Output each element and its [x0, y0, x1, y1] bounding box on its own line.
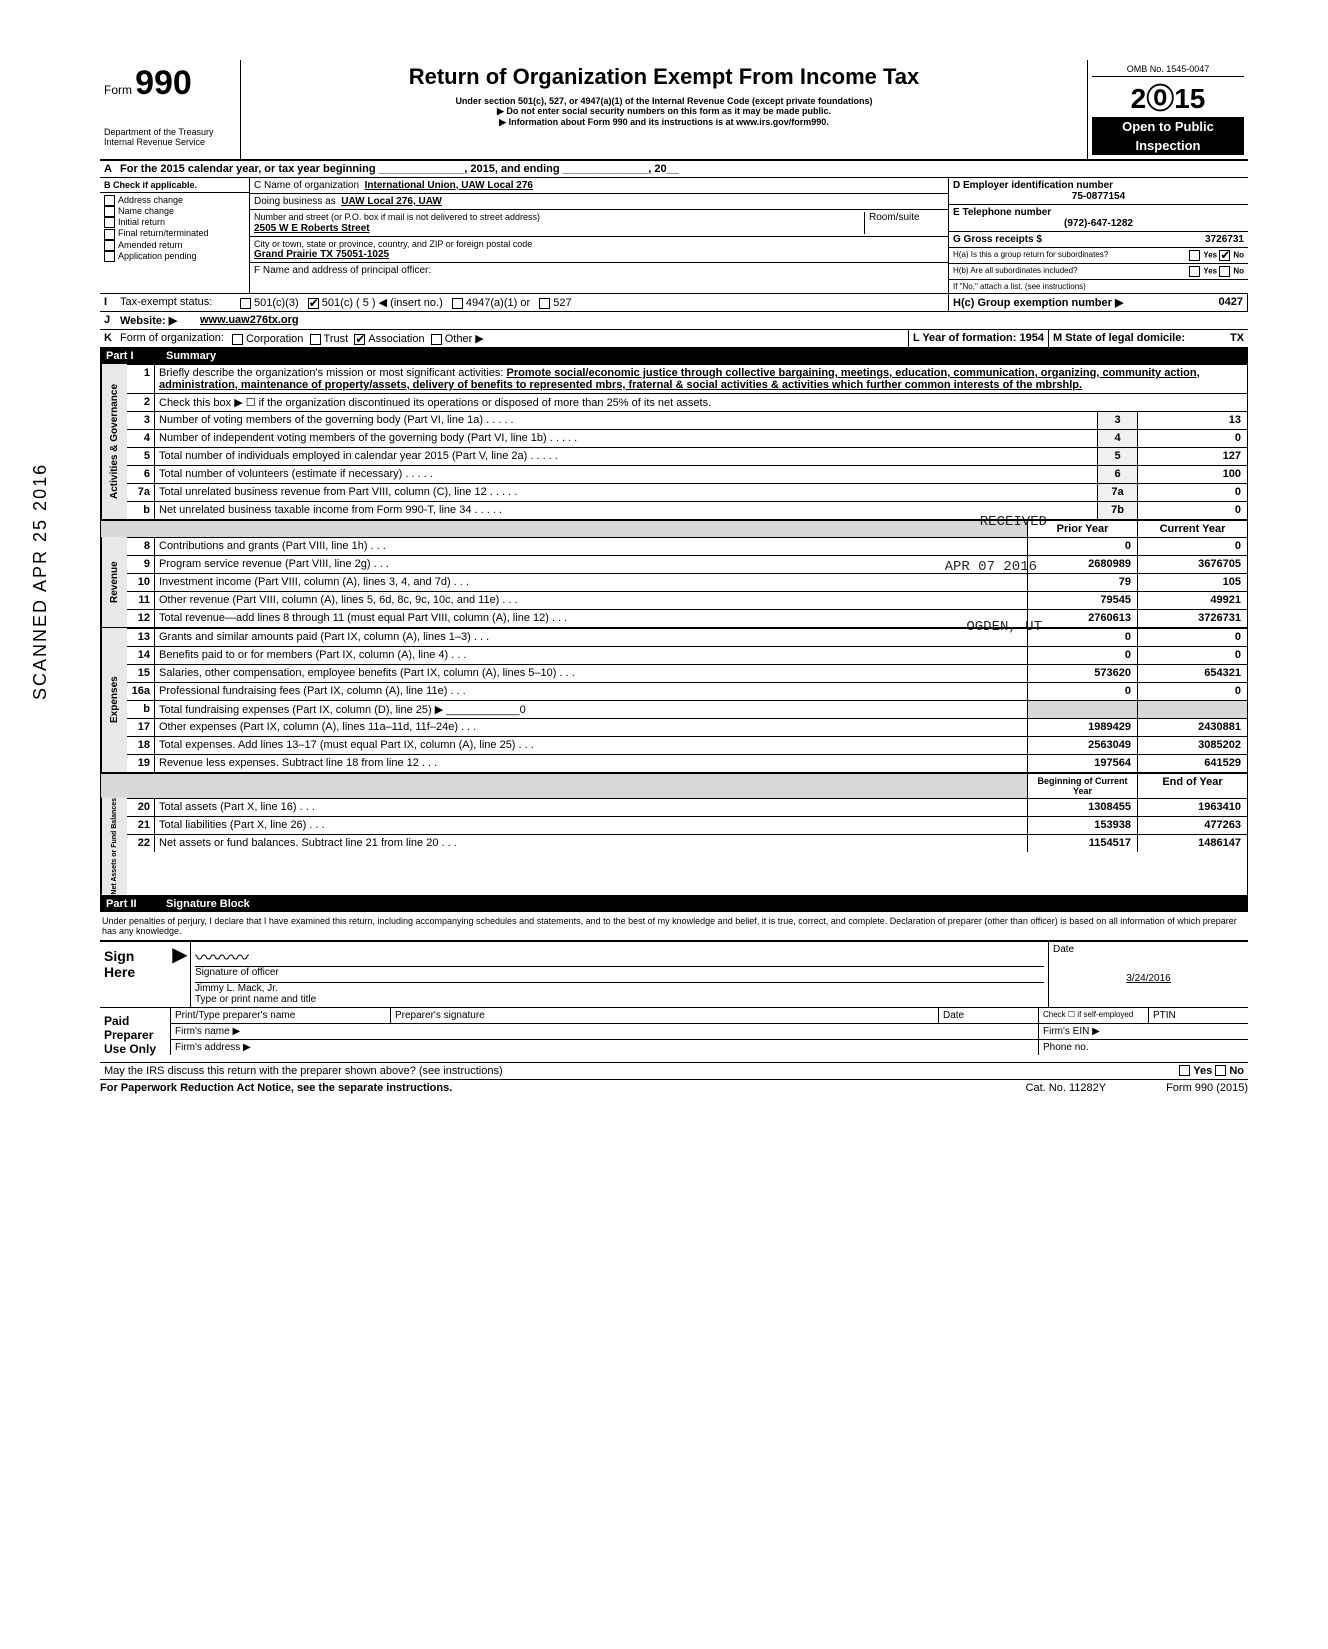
- section-b-checks: B Check if applicable. Address change Na…: [100, 178, 250, 293]
- firm-address: Firm's address ▶: [170, 1040, 1038, 1055]
- line-a: A For the 2015 calendar year, or tax yea…: [100, 161, 1248, 178]
- na-side-label: Net Assets or Fund Balances: [101, 798, 127, 895]
- name-title-label: Type or print name and title: [195, 994, 1044, 1005]
- subtitle-1: Under section 501(c), 527, or 4947(a)(1)…: [249, 96, 1079, 106]
- part-1-header: Part ISummary: [100, 348, 1248, 364]
- self-employed-col: Check ☐ if self-employed: [1038, 1008, 1148, 1023]
- hb-note: If "No," attach a list. (see instruction…: [949, 280, 1248, 293]
- signature-line[interactable]: 〰〰〰: [195, 944, 1044, 966]
- c-label: C Name of organization: [254, 180, 359, 191]
- street-address: 2505 W E Roberts Street: [254, 223, 370, 234]
- irs-line: Internal Revenue Service: [104, 137, 236, 147]
- state-domicile-label: M State of legal domicile:: [1053, 332, 1185, 344]
- apr-stamp: APR 07 2016: [945, 559, 1037, 575]
- firm-phone: Phone no.: [1038, 1040, 1248, 1055]
- firm-name: Firm's name ▶: [170, 1024, 1038, 1039]
- gross-label: G Gross receipts $: [953, 234, 1042, 245]
- sig-officer-label: Signature of officer: [195, 966, 1044, 978]
- cat-no: Cat. No. 11282Y: [1026, 1082, 1107, 1094]
- paperwork-notice: For Paperwork Reduction Act Notice, see …: [100, 1082, 452, 1094]
- phone-label: E Telephone number: [953, 207, 1244, 218]
- ein-label: D Employer identification number: [953, 180, 1244, 191]
- chk-amended[interactable]: Amended return: [104, 240, 245, 251]
- form-header: Form 990 Department of the Treasury Inte…: [100, 60, 1248, 161]
- end-year-hdr: End of Year: [1137, 774, 1247, 798]
- hc-value: 0427: [1219, 296, 1243, 308]
- chk-initial-return[interactable]: Initial return: [104, 217, 245, 228]
- principal-officer: F Name and address of principal officer:: [250, 263, 948, 291]
- hc-label: H(c) Group exemption number ▶: [953, 297, 1123, 309]
- part-2-header: Part IISignature Block: [100, 896, 1248, 912]
- ein-value: 75-0877154: [953, 191, 1244, 202]
- firm-ein: Firm's EIN ▶: [1038, 1024, 1248, 1039]
- open-public: Open to Public: [1092, 117, 1244, 136]
- chk-name-change[interactable]: Name change: [104, 206, 245, 217]
- website-value: www.uaw276tx.org: [196, 312, 1248, 329]
- form-org-options: Corporation Trust Association Other ▶: [228, 330, 908, 347]
- subtitle-2: ▶ Do not enter social security numbers o…: [249, 106, 1079, 117]
- preparer-date-col: Date: [938, 1008, 1038, 1023]
- exp-side-label: Expenses: [101, 628, 127, 772]
- ha-label: H(a) Is this a group return for subordin…: [953, 250, 1108, 261]
- room-suite: Room/suite: [864, 212, 944, 234]
- officer-name: Jimmy L. Mack, Jr.: [195, 983, 278, 994]
- tax-year: 2⓪201515: [1092, 77, 1244, 117]
- preparer-name-col: Print/Type preparer's name: [170, 1008, 390, 1023]
- date-label: Date: [1053, 944, 1244, 955]
- state-domicile: TX: [1230, 332, 1244, 344]
- sign-date: 3/24/2016: [1053, 973, 1244, 984]
- ogden-stamp: OGDEN, UT: [966, 619, 1042, 635]
- year-formation-label: L Year of formation:: [913, 332, 1017, 344]
- dept-treasury: Department of the Treasury: [104, 127, 236, 137]
- form-org-label: Form of organization:: [116, 330, 228, 347]
- irs-yes-no[interactable]: Yes No: [1175, 1063, 1248, 1079]
- irs-discuss: May the IRS discuss this return with the…: [100, 1063, 1175, 1079]
- form-990-footer: Form 990 (2015): [1166, 1082, 1248, 1094]
- website-label: Website: ▶: [116, 312, 196, 329]
- chk-address-change[interactable]: Address change: [104, 195, 245, 206]
- phone-value: (972)-647-1282: [953, 218, 1244, 229]
- chk-final-return[interactable]: Final return/terminated: [104, 228, 245, 239]
- mission-label: Briefly describe the organization's miss…: [159, 367, 503, 379]
- subtitle-3: ▶ Information about Form 990 and its ins…: [249, 117, 1079, 128]
- hb-label: H(b) Are all subordinates included?: [953, 266, 1078, 277]
- rev-side-label: Revenue: [101, 537, 127, 627]
- current-year-hdr: Current Year: [1137, 521, 1247, 537]
- city-label: City or town, state or province, country…: [254, 239, 944, 249]
- org-name: International Union, UAW Local 276: [365, 180, 533, 191]
- chk-app-pending[interactable]: Application pending: [104, 251, 245, 262]
- line-2: Check this box ▶ ☐ if the organization d…: [155, 394, 1247, 411]
- tax-status-options: 501(c)(3) 501(c) ( 5 ) ◀ (insert no.) 49…: [236, 294, 948, 311]
- scanned-stamp: SCANNED APR 25 2016: [30, 463, 51, 700]
- form-number: 990: [135, 64, 192, 102]
- omb-no: OMB No. 1545-0047: [1092, 64, 1244, 77]
- addr-label: Number and street (or P.O. box if mail i…: [254, 212, 540, 222]
- ptin-col: PTIN: [1148, 1008, 1248, 1023]
- paid-preparer-label: Paid Preparer Use Only: [100, 1008, 170, 1062]
- sign-here-label: Sign Here: [100, 942, 170, 1007]
- received-stamp: RECEIVED: [980, 514, 1047, 530]
- gov-side-label: Activities & Governance: [101, 364, 127, 519]
- form-label: Form: [104, 83, 132, 97]
- return-title: Return of Organization Exempt From Incom…: [249, 64, 1079, 90]
- tax-status-label: Tax-exempt status:: [116, 294, 236, 311]
- preparer-sig-col: Preparer's signature: [390, 1008, 938, 1023]
- year-formation: 1954: [1020, 332, 1044, 344]
- dba-value: UAW Local 276, UAW: [341, 196, 442, 207]
- begin-year-hdr: Beginning of Current Year: [1027, 774, 1137, 798]
- city-value: Grand Prairie TX 75051-1025: [254, 249, 944, 260]
- perjury-text: Under penalties of perjury, I declare th…: [100, 912, 1248, 940]
- gross-value: 3726731: [1205, 234, 1244, 245]
- dba-label: Doing business as: [254, 196, 336, 207]
- inspection: Inspection: [1092, 136, 1244, 155]
